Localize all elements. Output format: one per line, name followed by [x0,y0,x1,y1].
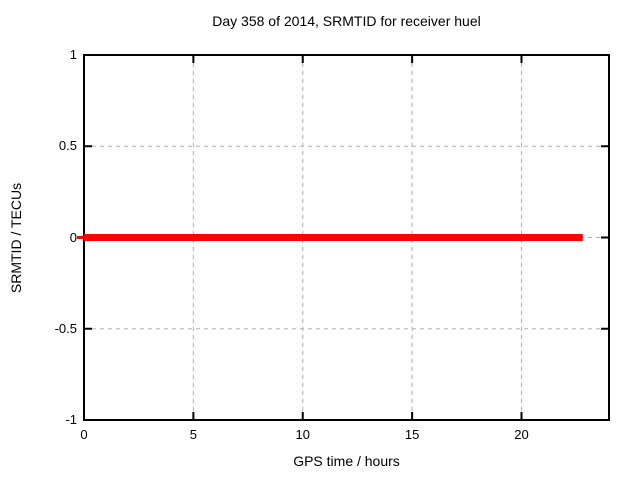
y-tick-label: 0.5 [58,138,77,154]
y-tick-label: -0.5 [54,320,77,336]
y-tick-label: -1 [65,412,77,427]
x-tick-label: 5 [189,427,197,442]
chart-title: Day 358 of 2014, SRMTID for receiver hue… [212,13,481,29]
x-axis-label: GPS time / hours [293,453,400,469]
y-tick-label: 0 [69,229,77,245]
red-start-dash-outside-left-axis [77,236,83,239]
x-tick-label: 10 [295,427,310,442]
x-tick-label: 20 [514,427,529,442]
x-tick-label: 0 [80,427,88,442]
y-tick-label: 1 [69,47,77,62]
x-tick-label: 15 [404,427,420,442]
